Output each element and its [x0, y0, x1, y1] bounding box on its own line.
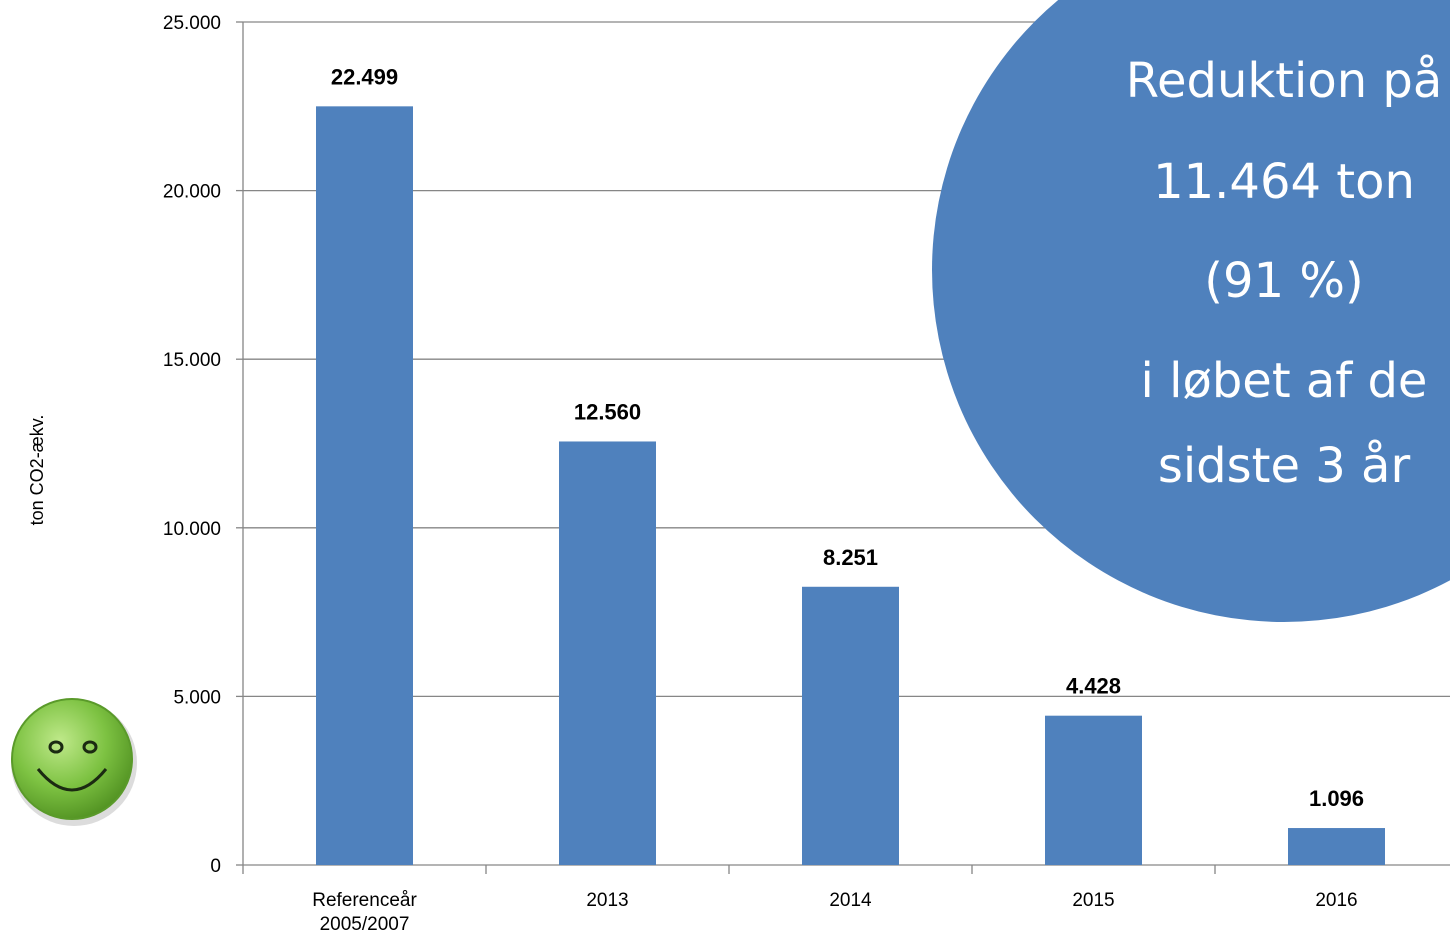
x-tick-label: 2013 — [586, 890, 628, 911]
bar — [559, 441, 656, 865]
y-tick-label: 25.000 — [163, 13, 221, 34]
callout-line: i løbet af de — [1141, 353, 1428, 409]
x-tick-label: 2015 — [1072, 890, 1114, 911]
bar — [1288, 828, 1385, 865]
callout-line: sidste 3 år — [1158, 438, 1411, 494]
callout-line: Reduktion på — [1126, 53, 1443, 109]
y-tick-label: 10.000 — [163, 519, 221, 540]
callout-line: 11.464 ton — [1153, 154, 1415, 210]
callout-line: (91 %) — [1204, 253, 1363, 309]
data-label: 12.560 — [574, 399, 641, 424]
x-tick-label: 2005/2007 — [320, 914, 410, 935]
x-tick-label: Referenceår — [312, 890, 417, 911]
bar — [316, 106, 413, 865]
data-labels: 22.499 12.560 8.251 4.428 1.096 — [331, 64, 1364, 811]
y-axis-label: ton CO2-ækv. — [27, 415, 47, 526]
data-label: 22.499 — [331, 64, 398, 89]
y-tick-label: 5.000 — [173, 687, 221, 708]
bars — [316, 106, 1385, 865]
x-tick-label: 2014 — [829, 890, 872, 911]
x-tick-label: 2016 — [1315, 890, 1357, 911]
y-tick-label: 15.000 — [163, 350, 221, 371]
data-label: 8.251 — [823, 545, 878, 570]
data-label: 4.428 — [1066, 674, 1121, 699]
bar — [802, 586, 899, 865]
bar — [1045, 715, 1142, 865]
y-tick-label: 0 — [210, 856, 221, 877]
smiley-face-icon — [11, 698, 137, 826]
x-axis-tick-labels: Referenceår 2005/2007 2013 2014 2015 2016 — [312, 890, 1357, 935]
reduction-callout: Reduktion på 11.464 ton (91 %) i løbet af d… — [932, 0, 1450, 622]
callout-circle — [932, 0, 1450, 622]
y-axis-tick-labels: 0 5.000 10.000 15.000 20.000 25.000 — [163, 13, 221, 877]
data-label: 1.096 — [1309, 786, 1364, 811]
y-tick-label: 20.000 — [163, 182, 221, 203]
